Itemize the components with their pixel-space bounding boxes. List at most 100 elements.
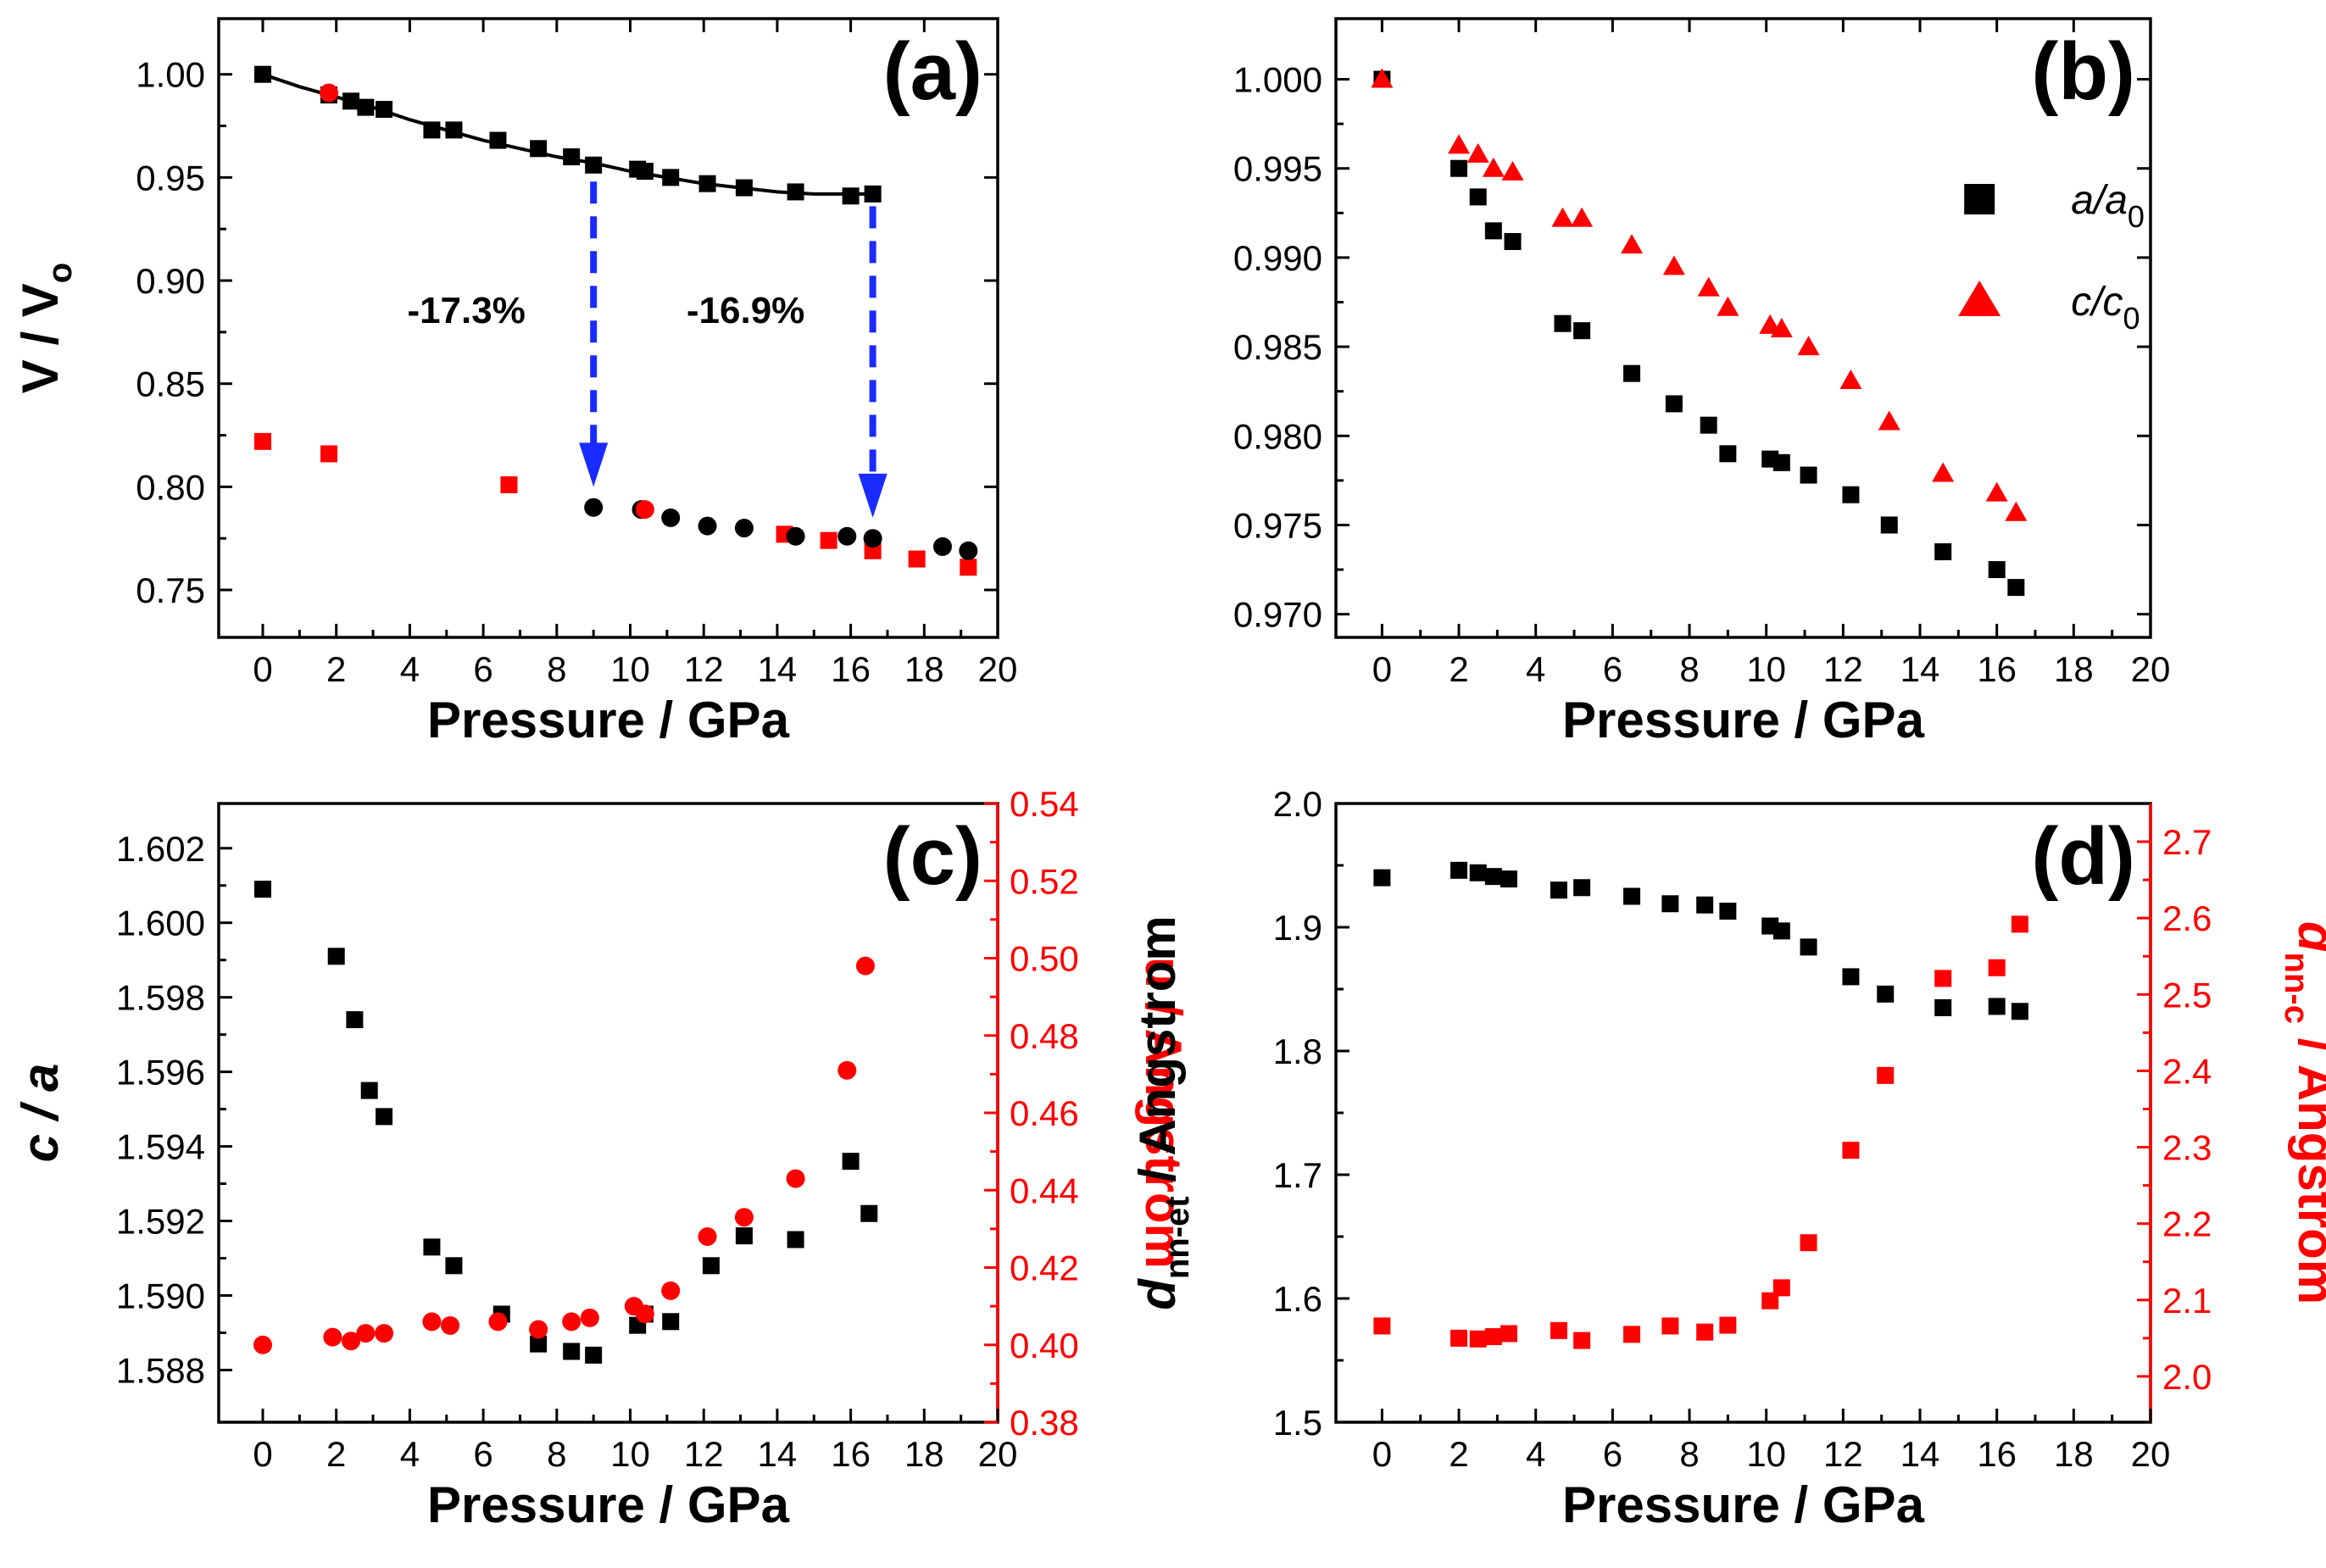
data-point-circle xyxy=(441,1315,460,1335)
data-point-square xyxy=(1500,1325,1517,1343)
data-point-circle xyxy=(786,526,805,546)
data-point-square xyxy=(254,881,272,898)
data-point-square xyxy=(1988,998,2006,1015)
x-tick-label: 0 xyxy=(1372,649,1392,689)
data-point-square xyxy=(1719,1316,1737,1334)
data-point-square xyxy=(1373,869,1391,887)
data-point-square xyxy=(908,550,926,568)
data-point-circle xyxy=(698,516,717,536)
data-point-triangle xyxy=(1770,318,1793,338)
data-point-square xyxy=(787,1231,804,1248)
data-point-triangle xyxy=(1482,157,1505,177)
x-axis-label: Pressure / GPa xyxy=(1562,1476,1925,1533)
x-tick-label: 14 xyxy=(1900,1434,1940,1474)
data-point-square xyxy=(1484,868,1502,886)
data-point-square xyxy=(500,475,518,493)
y2-tick-label: 2.1 xyxy=(2162,1281,2212,1321)
panel-label: (a) xyxy=(883,26,982,117)
chart-panel-b: 0 2 4 6 8 10 12 14 16 18 20 0.970 0.975 0.980 0.985 0.9… xyxy=(1233,17,2170,748)
data-point-square xyxy=(1573,1332,1591,1349)
y-tick-label: 1.588 xyxy=(116,1350,205,1390)
data-point-square xyxy=(346,1011,364,1029)
x-tick-label: 18 xyxy=(2054,1434,2094,1474)
x-tick-label: 20 xyxy=(2131,1434,2171,1474)
data-point-circle xyxy=(320,83,339,103)
y-axis-label: V / Vo xyxy=(12,263,79,394)
arrow-head xyxy=(579,442,609,487)
data-point-square xyxy=(1623,364,1641,382)
chart-panel-d: 0 2 4 6 8 10 12 14 16 18 20 1.5 1.6 1.7 1.8 1.9 2.0 2.0 2.… xyxy=(1129,784,2326,1533)
x-tick-label: 2 xyxy=(1449,649,1468,689)
y2-axis-label: dnn-c / Angstrom xyxy=(2278,921,2326,1304)
data-point-circle xyxy=(342,1332,361,1351)
data-point-square xyxy=(1842,486,1860,503)
data-point-square xyxy=(1719,903,1737,920)
data-point-square xyxy=(1800,938,1817,956)
y-tick-label: 1.00 xyxy=(136,55,205,95)
data-point-square xyxy=(1772,1279,1790,1297)
y-tick-label: 0.75 xyxy=(136,570,205,610)
x-tick-label: 0 xyxy=(253,1434,272,1474)
data-point-square xyxy=(1800,466,1817,484)
y2-tick-label: 2.3 xyxy=(2162,1128,2212,1168)
y-tick-label: 1.598 xyxy=(116,978,205,1018)
data-point-triangle xyxy=(1985,481,2008,502)
y-tick-label: 1.590 xyxy=(116,1276,205,1315)
data-point-square xyxy=(1550,1321,1567,1339)
x-tick-label: 8 xyxy=(547,1434,566,1474)
x-tick-label: 18 xyxy=(904,1434,944,1474)
data-point-square xyxy=(820,531,837,549)
y2-tick-label: 0.48 xyxy=(1010,1016,1079,1056)
data-point-square xyxy=(254,65,272,83)
data-point-square xyxy=(662,169,680,186)
y-axis-label: dnn-et / Angstrom xyxy=(1129,915,1196,1310)
data-point-circle xyxy=(635,1304,654,1324)
data-point-square xyxy=(445,121,463,139)
data-point-triangle xyxy=(1551,207,1574,227)
data-point-square xyxy=(1484,222,1502,240)
x-tick-label: 16 xyxy=(831,1434,871,1474)
data-point-square xyxy=(787,183,804,201)
data-point-square xyxy=(1842,1142,1860,1159)
data-point-circle xyxy=(932,537,952,556)
x-tick-label: 2 xyxy=(326,649,346,689)
y-tick-label: 1.000 xyxy=(1233,60,1322,100)
data-point-triangle xyxy=(1878,410,1900,431)
series-a-a0 xyxy=(1373,70,2025,597)
x-axis-label: Pressure / GPa xyxy=(427,1476,790,1533)
data-point-circle xyxy=(635,500,654,520)
data-point-square xyxy=(530,1335,548,1353)
data-point-square xyxy=(1469,188,1487,206)
data-point-circle xyxy=(488,1312,508,1332)
y-tick-label: 0.995 xyxy=(1233,149,1322,189)
y-tick-label: 1.8 xyxy=(1273,1031,1322,1071)
y-tick-label: 1.5 xyxy=(1273,1403,1322,1443)
panel-label: (c) xyxy=(883,811,982,902)
y2-tick-label: 2.6 xyxy=(2162,898,2212,938)
data-point-square xyxy=(585,1346,603,1364)
data-point-circle xyxy=(734,519,754,538)
series-d-nn-c xyxy=(1373,915,2028,1349)
y2-tick-label: 0.50 xyxy=(1010,939,1079,979)
y-tick-label: 1.7 xyxy=(1273,1155,1322,1195)
data-point-square xyxy=(1623,1326,1641,1343)
data-point-square xyxy=(1800,1234,1817,1252)
series-c-a xyxy=(254,881,878,1364)
data-point-circle xyxy=(253,1335,273,1354)
x-tick-label: 6 xyxy=(1603,649,1622,689)
data-point-square xyxy=(1934,970,1952,987)
data-point-square xyxy=(1450,861,1468,879)
data-point-circle xyxy=(698,1227,717,1246)
data-point-triangle xyxy=(1621,234,1644,254)
y2-tick-label: 2.7 xyxy=(2162,822,2212,862)
data-point-square xyxy=(489,131,507,149)
data-point-square xyxy=(445,1257,463,1275)
data-point-square xyxy=(423,121,441,139)
data-point-square xyxy=(327,948,345,965)
panel-label: (d) xyxy=(2031,811,2135,902)
x-tick-label: 16 xyxy=(1977,649,2017,689)
data-point-square xyxy=(702,1257,720,1275)
plot-frame-a xyxy=(217,17,999,639)
x-tick-label: 12 xyxy=(1823,1434,1863,1474)
x-tick-label: 4 xyxy=(400,649,420,689)
